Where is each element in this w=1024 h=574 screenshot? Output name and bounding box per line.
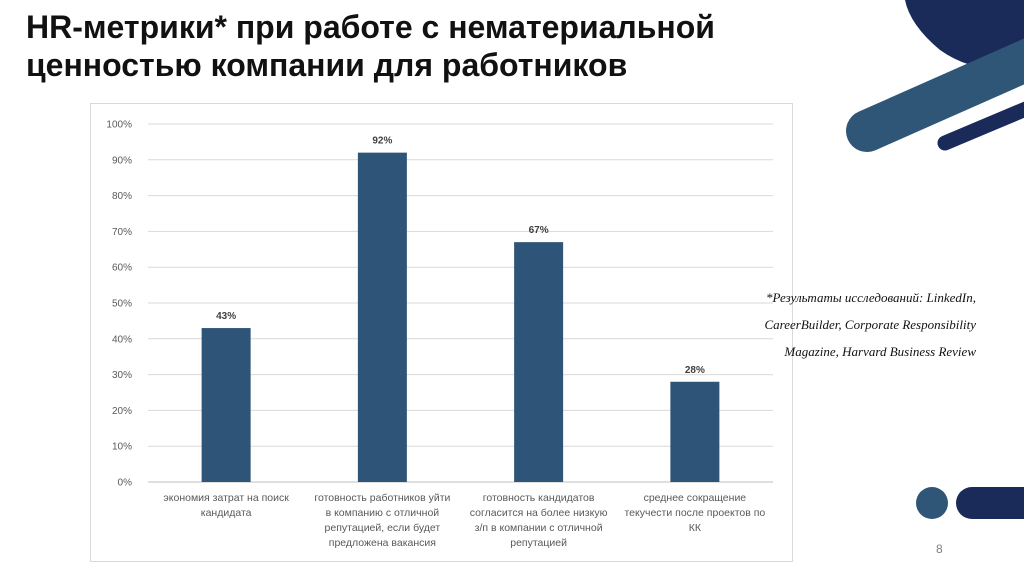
source-note-line-3: Magazine, Harvard Business Review [784, 344, 976, 359]
category-label: согласится на более низкую [470, 507, 608, 519]
y-tick-label: 100% [106, 120, 132, 131]
page-number: 8 [936, 542, 943, 556]
bar [357, 152, 407, 482]
source-note-line-1: *Результаты исследований: LinkedIn, [766, 290, 976, 305]
bar [514, 242, 564, 482]
bar-chart-svg: 0% 10% 20% 30% 40% 50% 60% 70% 80% 90% 100% 43% экон… [106, 120, 773, 549]
category-label: текучести после проектов по [624, 507, 765, 519]
y-tick-label: 40% [112, 334, 132, 345]
y-tick-label: 60% [112, 263, 132, 274]
slide-title-line-2: ценностью компании для работников [26, 47, 628, 83]
y-tick-label: 10% [112, 442, 132, 453]
y-tick-label: 90% [112, 155, 132, 166]
source-note: *Результаты исследований: LinkedIn, Care… [676, 284, 976, 365]
category-label: готовность работников уйти [314, 492, 450, 504]
category-label: экономия затрат на поиск [163, 492, 289, 504]
source-note-line-2: CareerBuilder, Corporate Responsibility [764, 317, 976, 332]
diagonal-bar-small [937, 101, 1024, 151]
bottom-pill [956, 487, 1024, 519]
category-label: предложена вакансия [329, 537, 436, 549]
slide-title-line-1: HR-метрики* при работе с нематериальной [26, 9, 715, 45]
category-label: среднее сокращение [644, 492, 747, 504]
y-tick-label: 0% [118, 478, 133, 489]
diagonal-bar-large [846, 38, 1024, 152]
category-label: КК [689, 522, 702, 534]
category-label: репутацией, если будет [325, 522, 441, 534]
y-tick-label: 20% [112, 406, 132, 417]
corner-navy-shape [905, 0, 1024, 70]
category-label: репутацией [510, 537, 567, 549]
data-label: 43% [216, 311, 236, 322]
bar-chart: 0% 10% 20% 30% 40% 50% 60% 70% 80% 90% 100% 43% экон… [90, 103, 793, 562]
bottom-circle [916, 487, 948, 519]
y-tick-label: 30% [112, 370, 132, 381]
y-tick-label: 70% [112, 227, 132, 238]
data-label: 67% [529, 225, 549, 236]
category-label: готовность кандидатов [483, 492, 595, 504]
category-label: в компанию с отличной [326, 507, 440, 519]
data-label: 92% [372, 136, 392, 147]
y-tick-label: 80% [112, 191, 132, 202]
slide-title: HR-метрики* при работе с нематериальной … [26, 8, 886, 84]
category-label: з/п в компании с отличной [475, 522, 603, 534]
bar [670, 381, 720, 482]
category-label: кандидата [201, 507, 252, 519]
data-label: 28% [685, 365, 705, 376]
bar [201, 328, 251, 482]
y-tick-label: 50% [112, 299, 132, 310]
